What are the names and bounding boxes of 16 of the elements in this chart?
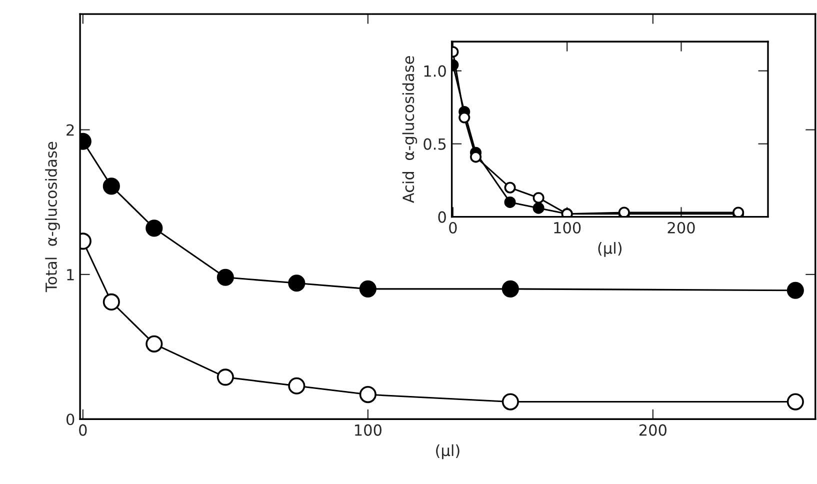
y-axis-title: Acid α-glucosidase	[402, 56, 418, 204]
x-tick-label: 100	[355, 424, 382, 436]
y-tick-label: 0	[438, 211, 446, 223]
y-tick-label: 1	[67, 269, 74, 280]
x-tick-label: 200	[639, 424, 666, 436]
y-tick-label: 1.0	[424, 65, 446, 77]
y-axis-title: Total α-glucosidase	[45, 142, 60, 292]
y-tick-label: 2	[66, 124, 74, 136]
x-tick-label: 0	[449, 222, 457, 234]
y-tick-label: 0.5	[424, 138, 446, 150]
x-tick-label: 100	[554, 222, 581, 234]
x-axis-title: (µl)	[598, 242, 622, 257]
x-axis-title: (µl)	[436, 444, 460, 460]
y-tick-label: 0	[66, 414, 74, 426]
x-tick-label: 0	[79, 424, 87, 436]
x-tick-label: 200	[668, 222, 695, 234]
